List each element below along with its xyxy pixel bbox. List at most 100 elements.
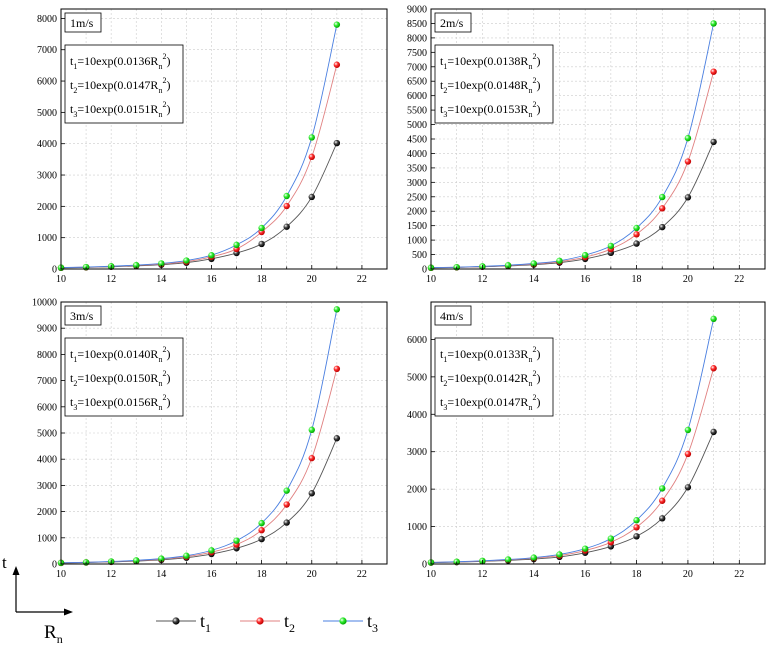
- x-tick-label: 22: [734, 274, 744, 285]
- panel-title-text: 4m/s: [440, 309, 464, 323]
- y-tick-label: 3000: [37, 171, 57, 182]
- equation-line: t2=10exp(0.0148Rn2): [440, 76, 540, 95]
- legend-label: t3: [367, 611, 378, 635]
- data-point-t3: [633, 517, 640, 524]
- data-point-t3: [208, 547, 215, 554]
- y-tick-label: 1000: [407, 236, 427, 247]
- y-tick-label: 2000: [37, 507, 57, 518]
- y-tick-label: 6000: [37, 77, 57, 88]
- equation-box-frame: [434, 337, 554, 417]
- panel-title-text: 2m/s: [440, 16, 464, 30]
- legend: t1 t2 t3: [156, 611, 378, 635]
- x-tick-label: 12: [106, 274, 116, 285]
- y-tick-label: 3000: [37, 481, 57, 492]
- equation-box: t1=10exp(0.0136Rn2) t2=10exp(0.0147Rn2) t3…: [64, 44, 184, 124]
- data-point-t1: [633, 240, 640, 247]
- x-tick-label: 18: [257, 274, 267, 285]
- x-tick-label: 16: [580, 569, 590, 580]
- data-point-t1: [684, 484, 692, 491]
- y-tick-label: 4000: [407, 410, 427, 421]
- panel-title-text: 3m/s: [70, 309, 94, 323]
- equation-line: t1=10exp(0.0133Rn2): [440, 345, 540, 364]
- data-point-t3: [208, 252, 215, 259]
- plot-frame: [430, 301, 766, 565]
- panel-title: 2m/s: [434, 12, 472, 33]
- equation-line: t1=10exp(0.0136Rn2): [70, 52, 170, 71]
- panel-title-box: [64, 12, 102, 33]
- series-t3: [57, 306, 341, 566]
- x-axis-label-sub: n: [57, 632, 63, 646]
- y-axis: 0 500 1000 1500 2000 2500 3000 3500 4000 4500 5000…: [407, 5, 435, 276]
- panel-title-text: 1m/s: [70, 16, 94, 30]
- equation-line: t2=10exp(0.0150Rn2): [70, 369, 170, 388]
- panel-title: 3m/s: [64, 305, 102, 326]
- data-point-t2: [308, 454, 315, 462]
- data-point-t3: [308, 134, 315, 141]
- x-tick-label: 18: [632, 274, 642, 285]
- y-tick-label: 0: [422, 265, 427, 276]
- x-tick-label: 20: [307, 274, 317, 285]
- equation-box: t1=10exp(0.0133Rn2) t2=10exp(0.0142Rn2) t3…: [434, 337, 554, 417]
- data-point-t3: [158, 260, 165, 267]
- data-point-t1: [283, 223, 290, 230]
- x-tick-label: 10: [426, 569, 436, 580]
- series-t3: [57, 21, 341, 271]
- data-point-t3: [183, 257, 190, 264]
- equation-line: t1=10exp(0.0138Rn2): [440, 52, 540, 71]
- data-point-t2: [659, 497, 666, 504]
- equation-box-frame: [64, 337, 184, 417]
- data-point-t1: [633, 533, 640, 540]
- equation-line: t1=10exp(0.0140Rn2): [70, 345, 170, 364]
- data-point-t3: [504, 556, 512, 563]
- data-point-t3: [710, 315, 717, 323]
- y-tick-label: 500: [412, 250, 427, 261]
- y-axis-label: t: [2, 553, 7, 572]
- data-point-t3: [659, 193, 666, 201]
- y-tick-label: 7500: [407, 48, 427, 59]
- data-point-t3: [607, 535, 615, 542]
- data-point-t3: [556, 551, 563, 558]
- data-point-t3: [684, 134, 692, 142]
- x-tick-label: 10: [426, 274, 436, 285]
- y-tick-label: 2000: [407, 207, 427, 218]
- y-tick-label: 6500: [407, 77, 427, 88]
- x-axis: 10 12 14 16 18 20 22: [426, 560, 766, 580]
- data-point-t2: [283, 202, 290, 210]
- x-arrow-head: [64, 608, 73, 616]
- data-point-t1: [659, 223, 666, 231]
- x-tick-label: 14: [529, 274, 539, 285]
- data-point-t1: [308, 193, 315, 201]
- data-point-t2: [333, 365, 341, 373]
- y-tick-label: 2000: [37, 202, 57, 213]
- data-point-t3: [258, 224, 265, 232]
- legend-item-t3: t3: [323, 611, 378, 635]
- y-tick-label: 1000: [37, 233, 57, 244]
- x-tick-label: 12: [477, 274, 487, 285]
- data-point-t1: [333, 139, 341, 147]
- y-tick-label: 0: [52, 265, 57, 276]
- x-axis: 10 12 14 16 18 20 22: [56, 560, 388, 580]
- y-tick-label: 1000: [407, 522, 427, 533]
- y-tick-label: 4500: [407, 135, 427, 146]
- y-tick-label: 5000: [407, 120, 427, 131]
- y-tick-label: 3000: [407, 447, 427, 458]
- y-tick-label: 7000: [37, 376, 57, 387]
- chart-panel-4: 0 1000 2000 3000 4000 5000 6000 10 12 14 16 18 20 22 4…: [407, 301, 766, 580]
- data-point-t3: [308, 426, 315, 434]
- y-tick-label: 3000: [407, 178, 427, 189]
- y-tick-label: 0: [422, 560, 427, 571]
- plot-frame: [60, 8, 388, 270]
- data-point-t3: [158, 555, 165, 562]
- data-point-t3: [684, 426, 692, 434]
- y-tick-label: 6000: [407, 91, 427, 102]
- data-point-t2: [659, 205, 666, 212]
- data-point-t3: [333, 306, 341, 313]
- y-tick-label: 5000: [407, 372, 427, 383]
- x-tick-label: 22: [357, 274, 367, 285]
- y-tick-label: 2500: [407, 192, 427, 203]
- y-axis: 0 1000 2000 3000 4000 5000 6000: [407, 335, 435, 571]
- panel-title: 4m/s: [434, 305, 472, 326]
